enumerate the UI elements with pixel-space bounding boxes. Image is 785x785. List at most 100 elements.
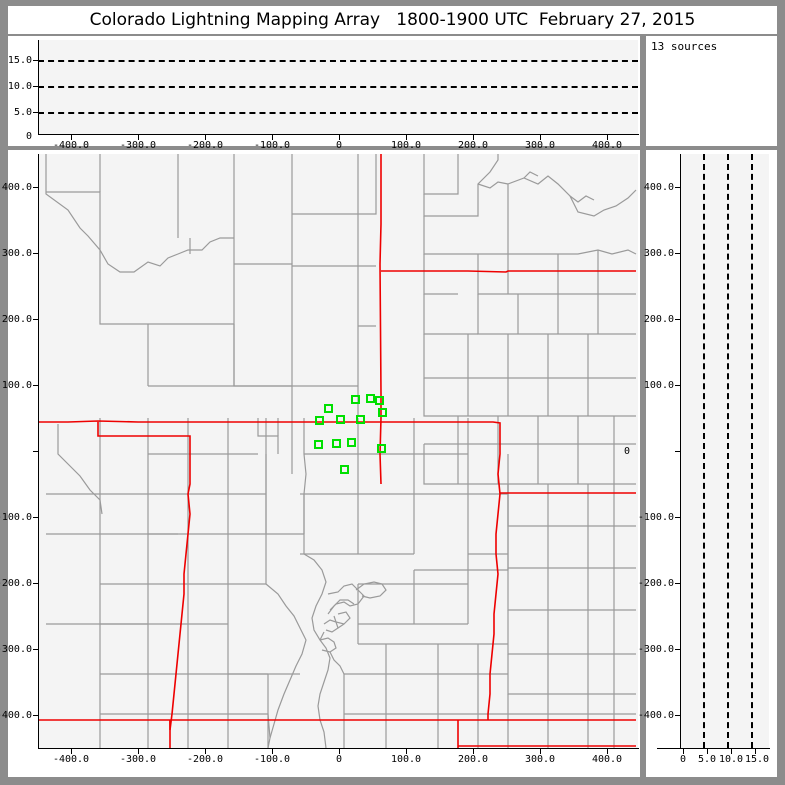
vhf-source-marker[interactable] [335,415,345,425]
vhf-source-marker[interactable] [350,395,360,405]
map-ytick-400 [33,187,39,188]
top-yticklabel-10: 10.0 [7,81,32,92]
map-yticklabel-200: 200.0 [1,314,32,325]
vhf-source-marker[interactable] [313,439,323,449]
right-xtick-10 [731,749,732,754]
right-ytick-400 [675,187,681,188]
map-xtick-100 [406,749,407,754]
page-title: Colorado Lightning Mapping Array 1800-19… [89,10,696,30]
map-yticklabel-0: 0 [0,446,26,457]
map-xticklabel-200: 200.0 [457,754,489,765]
top-xtick--200 [205,135,206,140]
panel-source-count: 13 sources [646,36,777,146]
map-xtick--100 [272,749,273,754]
map-xtick-300 [540,749,541,754]
gridline-y-15 [38,60,638,62]
top-xticklabel-300: 300.0 [524,140,556,151]
right-yticklabel-400: 400.0 [643,182,674,193]
map-xtick--400 [71,749,72,754]
map-xtick--200 [205,749,206,754]
gridline-x-10 [727,154,729,748]
map-xticklabel-100: 100.0 [390,754,422,765]
right-ytick--200 [675,583,681,584]
vhf-source-marker[interactable] [323,403,333,413]
top-yticklabel-5: 5.0 [13,107,32,118]
gridline-y-5 [38,112,638,114]
right-yticklabel-100: 100.0 [643,380,674,391]
map-yticklabel-300: 300.0 [1,248,32,259]
map-xtick--300 [138,749,139,754]
map-xticklabel-300: 300.0 [524,754,556,765]
map-xtick-400 [607,749,608,754]
top-ytick-15 [33,60,39,61]
vhf-source-marker[interactable] [346,437,356,447]
map-xticklabel--400: -400.0 [52,754,90,765]
vhf-source-marker[interactable] [340,464,350,474]
map-yticklabel--100: -100.0 [0,512,32,523]
top-xaxis-line [38,134,639,135]
right-yticklabel--300: -300.0 [637,644,674,655]
right-ytick--300 [675,649,681,650]
right-xticklabel-5: 5.0 [697,754,717,765]
panel-height-vs-east: 15.0 10.0 5.0 0 -400.0 -300.0 -200.0 -10… [7,36,640,151]
map-ytick--300 [33,649,39,650]
vhf-source-marker[interactable] [314,416,324,426]
top-ytick-5 [33,112,39,113]
right-yticklabel-0: 0 [624,446,631,457]
map-xtick-200 [473,749,474,754]
right-xticklabel-10: 10.0 [718,754,744,765]
map-ytick-200 [33,319,39,320]
right-xtick-15 [755,749,756,754]
right-yticklabel--200: -200.0 [637,578,674,589]
map-yticklabel-400: 400.0 [1,182,32,193]
panel-plan-view-map[interactable]: 400.0 300.0 200.0 100.0 0 -100.0 -200.0 … [0,150,640,777]
map-xticklabel--200: -200.0 [186,754,224,765]
top-xtick-100 [406,135,407,140]
vhf-source-marker[interactable] [332,438,342,448]
map-plot-area[interactable] [38,154,638,748]
panel-height-vs-north: 400.0 300.0 200.0 100.0 0 -100.0 -200.0 … [624,150,777,777]
vhf-source-marker[interactable] [376,443,386,453]
gridline-x-5 [703,154,705,748]
right-plot-area [680,154,769,748]
top-ytick-10 [33,86,39,87]
right-xtick-5 [707,749,708,754]
right-ytick-100 [675,385,681,386]
map-yticklabel--300: -300.0 [0,644,32,655]
top-xtick--400 [71,135,72,140]
top-xtick-200 [473,135,474,140]
right-xtick-0 [683,749,684,754]
top-xticklabel--300: -300.0 [119,140,157,151]
vhf-source-marker[interactable] [374,396,384,406]
map-xticklabel--100: -100.0 [253,754,291,765]
top-yaxis-line [38,40,39,135]
right-ytick-200 [675,319,681,320]
top-yticklabel-0: 0 [25,131,32,142]
map-xaxis-line [38,748,639,749]
top-yticklabel-15: 15.0 [7,55,32,66]
right-ytick-0 [675,451,681,452]
map-ytick--400 [33,715,39,716]
map-ytick-300 [33,253,39,254]
map-yticklabel--400: -400.0 [0,710,32,721]
map-ytick--200 [33,583,39,584]
vhf-source-marker[interactable] [365,393,375,403]
gridline-y-10 [38,86,638,88]
map-xticklabel-400: 400.0 [591,754,623,765]
top-xtick-300 [540,135,541,140]
right-xticklabel-0: 0 [679,754,687,765]
top-xticklabel--200: -200.0 [186,140,224,151]
state-boundaries-layer [38,154,636,748]
right-xaxis-line [657,748,770,749]
county-boundaries-layer [45,154,637,748]
vhf-source-marker[interactable] [377,407,387,417]
right-ytick--400 [675,715,681,716]
map-ytick-0 [33,451,39,452]
vhf-source-marker[interactable] [355,415,365,425]
top-xticklabel-200: 200.0 [457,140,489,151]
right-yticklabel--400: -400.0 [637,710,674,721]
right-yticklabel-200: 200.0 [643,314,674,325]
top-xtick-400 [607,135,608,140]
right-ytick-300 [675,253,681,254]
